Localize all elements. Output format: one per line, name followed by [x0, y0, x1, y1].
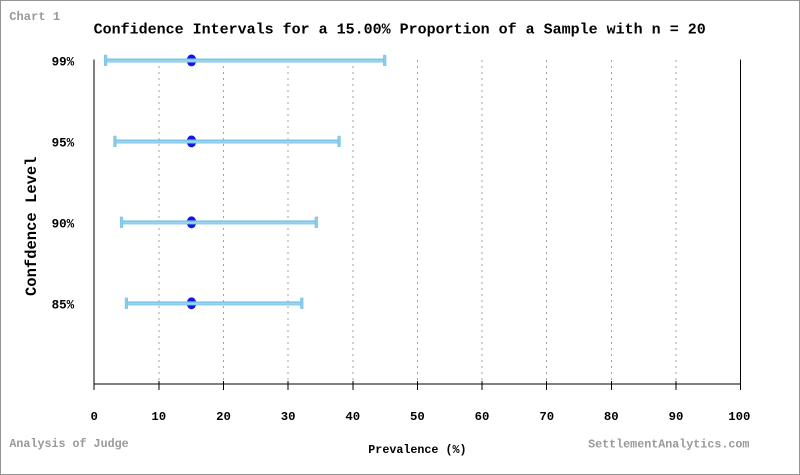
svg-text:10: 10	[151, 410, 166, 424]
svg-text:20: 20	[216, 410, 231, 424]
svg-text:99%: 99%	[52, 55, 75, 69]
svg-text:Prevalence (%): Prevalence (%)	[368, 443, 466, 457]
svg-text:40: 40	[345, 410, 360, 424]
svg-text:30: 30	[281, 410, 296, 424]
svg-text:Analysis of Judge: Analysis of Judge	[9, 437, 128, 451]
svg-text:80: 80	[604, 410, 619, 424]
svg-text:70: 70	[539, 410, 554, 424]
svg-text:50: 50	[410, 410, 425, 424]
svg-text:SettlementAnalytics.com: SettlementAnalytics.com	[588, 437, 749, 451]
svg-text:Confdence Level: Confdence Level	[23, 156, 41, 296]
svg-text:100: 100	[728, 410, 750, 424]
svg-text:Confidence Intervals for a 15.: Confidence Intervals for a 15.00% Propor…	[94, 22, 706, 39]
svg-text:Chart 1: Chart 1	[9, 10, 60, 24]
svg-text:85%: 85%	[52, 298, 75, 312]
svg-text:90: 90	[669, 410, 684, 424]
svg-text:95%: 95%	[52, 136, 75, 150]
svg-text:90%: 90%	[52, 217, 75, 231]
svg-text:60: 60	[475, 410, 490, 424]
svg-text:0: 0	[91, 410, 98, 424]
